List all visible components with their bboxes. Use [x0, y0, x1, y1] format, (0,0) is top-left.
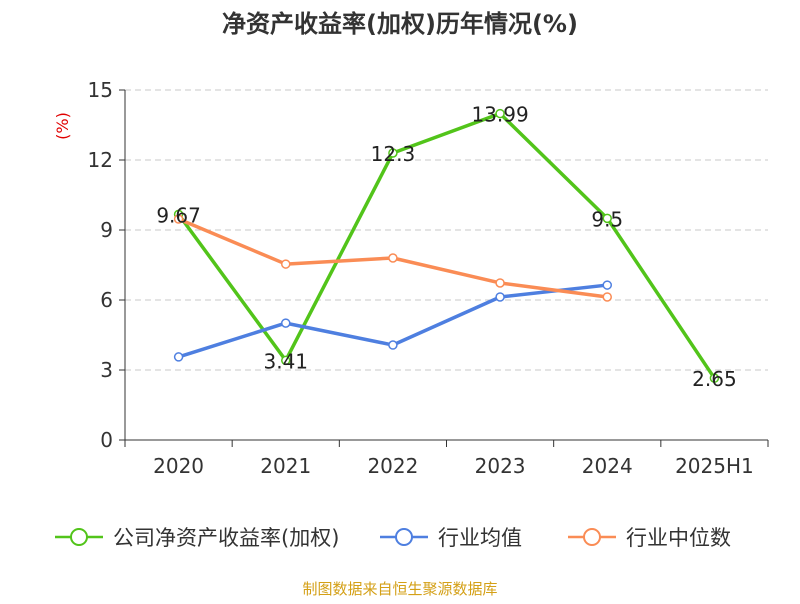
data-point-1 — [281, 318, 291, 328]
y-tick-label: 12 — [88, 148, 113, 172]
data-point-0 — [709, 373, 720, 383]
data-point-2 — [495, 278, 505, 288]
source-note: 制图数据来自恒生聚源数据库 — [302, 580, 497, 598]
x-tick-label: 2023 — [475, 454, 526, 478]
data-label: 9.67 — [156, 203, 201, 227]
data-point-2 — [602, 292, 612, 302]
y-tick-label: 3 — [100, 358, 113, 382]
y-tick-label: 6 — [100, 288, 113, 312]
data-point-1 — [388, 340, 398, 350]
data-point-2 — [388, 253, 398, 263]
y-axis-label: (%) — [53, 112, 72, 140]
x-tick-label: 2020 — [153, 454, 204, 478]
data-point-0 — [495, 108, 505, 119]
series-line-0 — [177, 111, 716, 380]
data-label: 3.41 — [263, 349, 308, 373]
data-label: 13.99 — [471, 103, 528, 127]
data-label: 12.3 — [371, 142, 416, 166]
data-point-0 — [388, 148, 398, 158]
x-tick-label: 2024 — [582, 454, 633, 478]
data-point-1 — [602, 280, 612, 290]
x-tick-label: 2025H1 — [675, 454, 754, 478]
x-tick-label: 2021 — [260, 454, 311, 478]
data-point-1 — [173, 352, 184, 362]
x-tick-label: 2022 — [367, 454, 418, 478]
legend-marker-0 — [70, 528, 88, 546]
legend-label-0: 公司净资产收益率(加权) — [113, 526, 339, 550]
data-point-2 — [281, 259, 291, 269]
y-tick-label: 15 — [88, 78, 113, 102]
legend-marker-2 — [583, 528, 601, 546]
data-point-0 — [602, 213, 612, 224]
data-label: 9.5 — [591, 207, 623, 231]
data-point-2 — [173, 214, 184, 224]
data-point-0 — [281, 355, 291, 366]
y-tick-label: 9 — [100, 218, 113, 242]
legend-label-2: 行业中位数 — [626, 526, 731, 550]
y-tick-label: 0 — [100, 428, 113, 452]
chart-title: 净资产收益率(加权)历年情况(%) — [222, 10, 578, 38]
data-point-1 — [495, 292, 505, 302]
legend-marker-1 — [395, 528, 413, 546]
data-label: 2.65 — [692, 367, 737, 391]
legend-label-1: 行业均值 — [438, 526, 522, 550]
